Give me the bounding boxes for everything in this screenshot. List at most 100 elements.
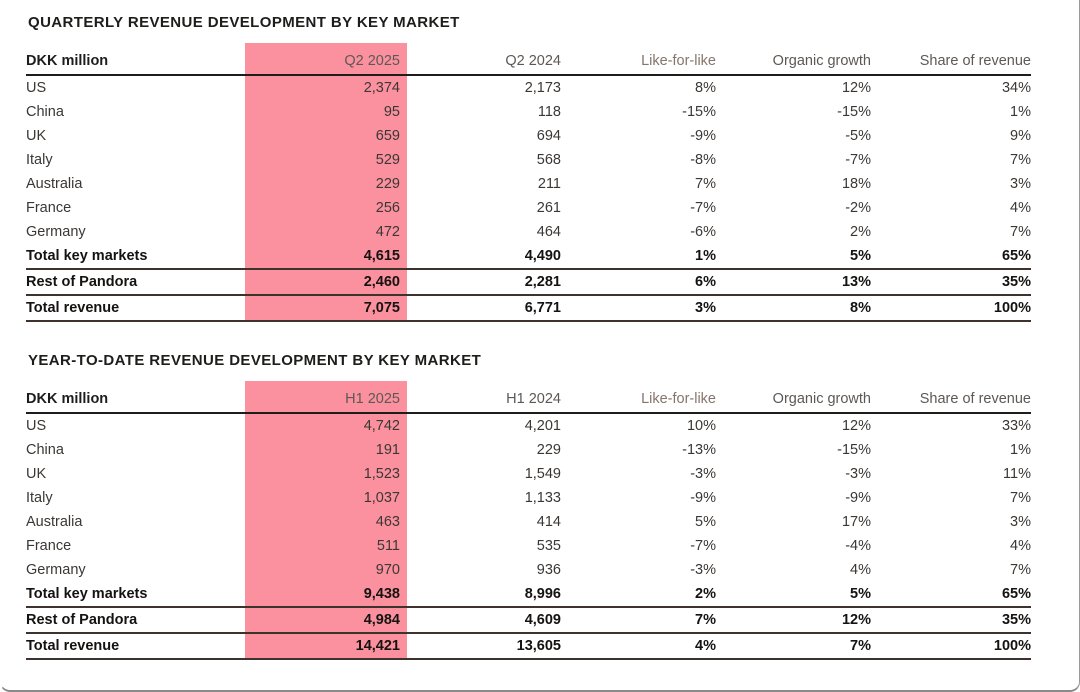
- market-row: Australia 229 211 7% 18% 3%: [26, 172, 1031, 196]
- value-cell: -3%: [845, 466, 871, 482]
- value-cell: 463: [245, 510, 407, 534]
- value-cell: 191: [245, 438, 407, 462]
- value-cell: 4%: [1010, 200, 1031, 216]
- market-label: Total key markets: [26, 248, 148, 264]
- value-cell: -9%: [690, 490, 716, 506]
- value-cell: -15%: [837, 442, 871, 458]
- value-cell: -7%: [845, 152, 871, 168]
- value-cell: 535: [536, 538, 561, 554]
- value-cell: 529: [245, 148, 407, 172]
- column-header-current-period: H1 2025: [245, 381, 407, 413]
- value-cell: 256: [245, 196, 407, 220]
- total-row: Rest of Pandora 2,460 2,281 6% 13% 35%: [26, 269, 1031, 295]
- value-cell: -3%: [690, 562, 716, 578]
- market-row: Italy 1,037 1,133 -9% -9% 7%: [26, 486, 1031, 510]
- value-cell: 100%: [993, 638, 1031, 654]
- ytd-revenue-table: DKK million H1 2025 H1 2024 Like-for-lik…: [26, 381, 1031, 660]
- value-cell: -6%: [690, 224, 716, 240]
- value-cell: 4,201: [524, 418, 561, 434]
- value-cell: -3%: [690, 466, 716, 482]
- value-cell: -2%: [845, 200, 871, 216]
- value-cell: 6,771: [524, 300, 561, 316]
- value-cell: 65%: [1001, 248, 1031, 264]
- column-header-like-for-like: Like-for-like: [641, 53, 716, 69]
- value-cell: 12%: [841, 612, 871, 628]
- value-cell: 9,438: [245, 582, 407, 607]
- value-cell: 5%: [695, 514, 716, 530]
- market-row: UK 1,523 1,549 -3% -3% 11%: [26, 462, 1031, 486]
- value-cell: 1,037: [245, 486, 407, 510]
- column-header-current-period: Q2 2025: [245, 43, 407, 75]
- value-cell: 33%: [1001, 418, 1031, 434]
- value-cell: 1,523: [245, 462, 407, 486]
- market-label: China: [26, 104, 64, 120]
- total-row: Total revenue 14,421 13,605 4% 7% 100%: [26, 633, 1031, 659]
- market-row: UK 659 694 -9% -5% 9%: [26, 124, 1031, 148]
- value-cell: 568: [536, 152, 561, 168]
- value-cell: 3%: [1010, 514, 1031, 530]
- market-label: US: [26, 80, 47, 96]
- value-cell: 472: [245, 220, 407, 244]
- market-row: China 191 229 -13% -15% 1%: [26, 438, 1031, 462]
- market-row: Germany 970 936 -3% 4% 7%: [26, 558, 1031, 582]
- market-label: France: [26, 538, 72, 554]
- column-header-share-of-revenue: Share of revenue: [919, 53, 1031, 69]
- value-cell: 9%: [1010, 128, 1031, 144]
- value-cell: 659: [245, 124, 407, 148]
- column-header-prior-period: Q2 2024: [505, 53, 561, 69]
- market-label: Total revenue: [26, 638, 120, 654]
- value-cell: -4%: [845, 538, 871, 554]
- value-cell: 5%: [850, 586, 871, 602]
- column-header-organic-growth: Organic growth: [772, 53, 871, 69]
- value-cell: 2%: [850, 224, 871, 240]
- value-cell: 4%: [850, 562, 871, 578]
- value-cell: 10%: [686, 418, 716, 434]
- quarterly-revenue-section: QUARTERLY REVENUE DEVELOPMENT BY KEY MAR…: [26, 14, 1079, 322]
- value-cell: -5%: [845, 128, 871, 144]
- value-cell: 7%: [695, 176, 716, 192]
- value-cell: 7%: [850, 638, 871, 654]
- table-header-row: DKK million Q2 2025 Q2 2024 Like-for-lik…: [26, 43, 1031, 75]
- value-cell: -8%: [690, 152, 716, 168]
- value-cell: 7%: [1010, 490, 1031, 506]
- value-cell: 3%: [1010, 176, 1031, 192]
- value-cell: 2,173: [524, 80, 561, 96]
- value-cell: 4%: [695, 638, 716, 654]
- value-cell: -15%: [837, 104, 871, 120]
- value-cell: 8%: [850, 300, 871, 316]
- value-cell: 18%: [841, 176, 871, 192]
- value-cell: 14,421: [245, 633, 407, 659]
- value-cell: 118: [537, 104, 561, 120]
- ytd-section-title: YEAR-TO-DATE REVENUE DEVELOPMENT BY KEY …: [28, 352, 482, 369]
- value-cell: 8,996: [524, 586, 561, 602]
- value-cell: 2%: [695, 586, 716, 602]
- market-label: Rest of Pandora: [26, 274, 138, 290]
- value-cell: -13%: [682, 442, 716, 458]
- value-cell: 7%: [1010, 224, 1031, 240]
- value-cell: 8%: [695, 80, 716, 96]
- column-header-dkk-million: DKK million: [26, 391, 109, 407]
- market-label: Italy: [26, 152, 53, 168]
- value-cell: 261: [536, 200, 561, 216]
- market-label: Germany: [26, 224, 86, 240]
- value-cell: 12%: [841, 418, 871, 434]
- value-cell: 4,742: [245, 413, 407, 438]
- total-row: Total revenue 7,075 6,771 3% 8% 100%: [26, 295, 1031, 321]
- market-row: China 95 118 -15% -15% 1%: [26, 100, 1031, 124]
- market-row: France 256 261 -7% -2% 4%: [26, 196, 1031, 220]
- column-header-organic-growth: Organic growth: [772, 391, 871, 407]
- value-cell: 100%: [993, 300, 1031, 316]
- market-label: Rest of Pandora: [26, 612, 138, 628]
- quarterly-section-title: QUARTERLY REVENUE DEVELOPMENT BY KEY MAR…: [28, 14, 460, 31]
- value-cell: 229: [245, 172, 407, 196]
- market-label: Germany: [26, 562, 86, 578]
- value-cell: 1,549: [524, 466, 561, 482]
- market-label: China: [26, 442, 64, 458]
- total-row: Total key markets 9,438 8,996 2% 5% 65%: [26, 582, 1031, 607]
- value-cell: 2,374: [245, 75, 407, 100]
- market-label: Total revenue: [26, 300, 120, 316]
- value-cell: 211: [537, 176, 561, 192]
- value-cell: 970: [245, 558, 407, 582]
- market-label: US: [26, 418, 47, 434]
